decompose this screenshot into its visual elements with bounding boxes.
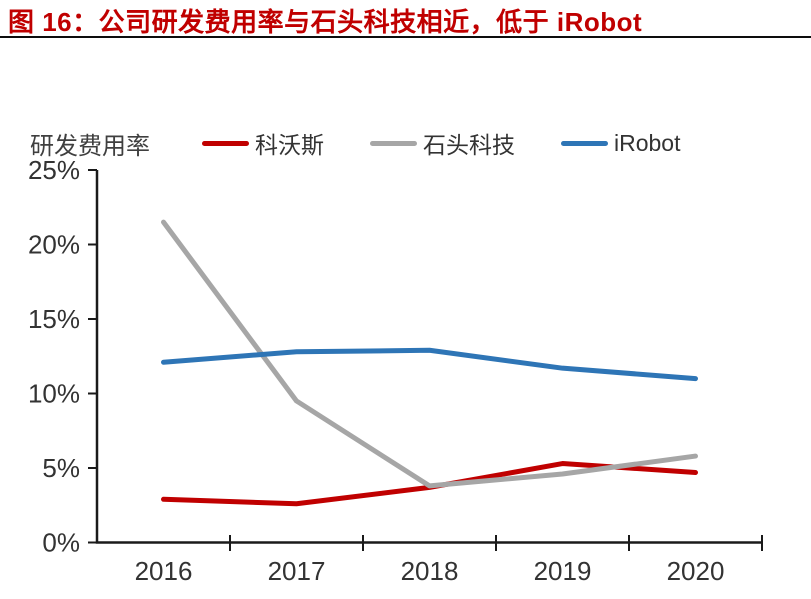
title-divider — [0, 36, 811, 38]
x-tick-label: 2016 — [135, 556, 193, 586]
y-tick-label: 0% — [42, 528, 80, 558]
x-tick-label: 2019 — [534, 556, 592, 586]
figure-title: 图 16：公司研发费用率与石头科技相近，低于 iRobot — [8, 7, 643, 37]
legend-item-0: 科沃斯 — [202, 126, 324, 160]
y-axis-title: 研发费用率 — [30, 133, 150, 160]
legend-line-swatch-2 — [561, 140, 608, 146]
legend-label-0: 科沃斯 — [255, 132, 324, 158]
series-line-2 — [161, 347, 698, 382]
series-line-1 — [161, 219, 698, 489]
y-tick-label: 10% — [28, 379, 80, 409]
x-tick-label: 2018 — [401, 556, 459, 586]
legend-label-1: 石头科技 — [423, 132, 515, 158]
y-tick-label: 25% — [28, 155, 80, 185]
legend-item-2: iRobot — [561, 130, 680, 157]
y-tick-label: 5% — [42, 453, 80, 483]
x-tick-label: 2017 — [268, 556, 326, 586]
legend-item-1: 石头科技 — [370, 126, 515, 160]
legend-line-swatch-1 — [370, 140, 417, 146]
legend-label-2: iRobot — [614, 129, 681, 156]
chart-legend: 科沃斯 石头科技 iRobot — [202, 126, 680, 160]
legend-line-swatch-0 — [202, 140, 249, 146]
y-tick-label: 20% — [28, 230, 80, 260]
x-tick-label: 2020 — [667, 556, 725, 586]
y-tick-label: 15% — [28, 304, 80, 334]
